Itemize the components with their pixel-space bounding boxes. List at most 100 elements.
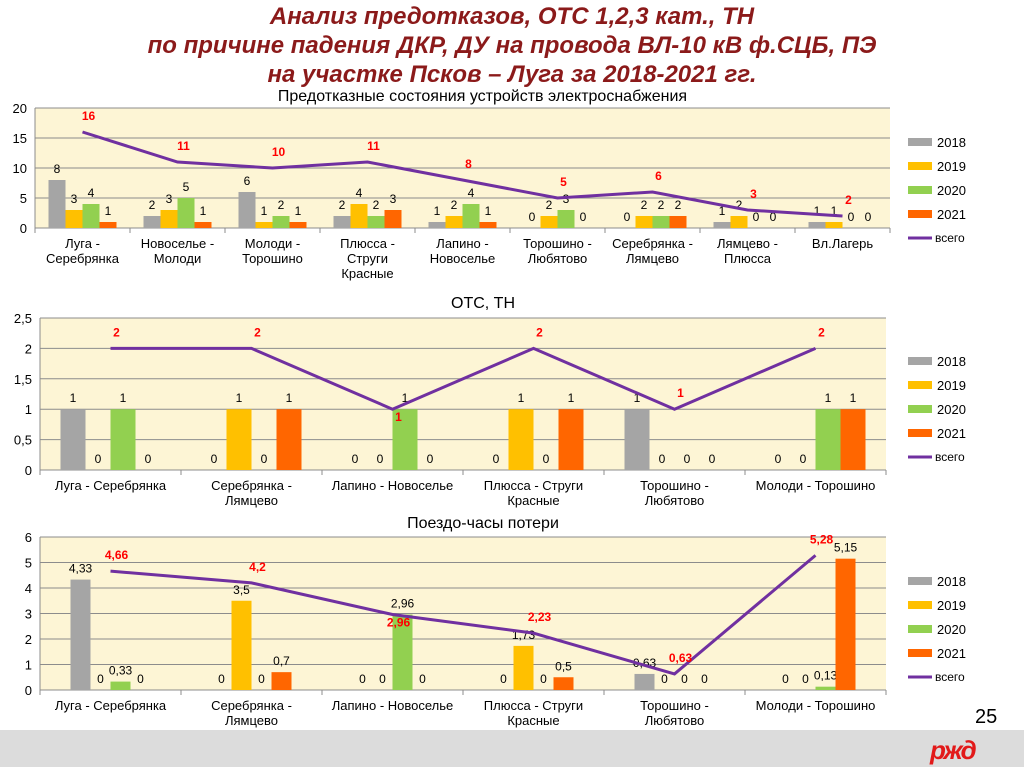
bar-2020 xyxy=(815,409,841,470)
total-value-label: 2,23 xyxy=(528,610,552,624)
bar-2021 xyxy=(276,409,302,470)
bar-2018 xyxy=(713,222,731,228)
total-value-label: 1 xyxy=(677,386,684,400)
legend-swatch-2018 xyxy=(908,577,932,585)
y-tick-label: 5 xyxy=(25,556,32,571)
x-category-label: Красные xyxy=(341,266,393,281)
x-category-label: Молоди xyxy=(154,251,201,266)
y-tick-label: 1 xyxy=(25,402,32,417)
x-category-label: Торошино xyxy=(242,251,303,266)
total-line xyxy=(110,554,817,676)
bar-value-label: 2 xyxy=(546,198,553,212)
x-category-label: Луга - Серебрянка xyxy=(55,478,167,493)
x-category-label: Лямцево xyxy=(225,493,278,508)
slide-title: Анализ предотказов, ОТС 1,2,3 кат., ТН п… xyxy=(0,2,1024,89)
x-category-label: Луга - Серебрянка xyxy=(55,698,167,713)
bar-value-label: 2 xyxy=(278,198,285,212)
bar-value-label: 5 xyxy=(183,180,190,194)
y-tick-label: 10 xyxy=(13,161,27,176)
bar-value-label: 2 xyxy=(149,198,156,212)
bar-value-label: 0 xyxy=(775,452,782,466)
legend-label: 2021 xyxy=(937,426,966,441)
x-category-label: Молоди - Торошино xyxy=(756,698,876,713)
x-category-label: Красные xyxy=(507,493,559,508)
x-category-label: Любятово xyxy=(528,251,588,266)
total-value-label: 4,66 xyxy=(105,548,129,562)
bar-value-label: 1 xyxy=(850,391,857,405)
bar-value-label: 1 xyxy=(261,204,268,218)
bar-2020 xyxy=(177,198,195,228)
y-tick-label: 5 xyxy=(20,191,27,206)
bar-value-label: 0 xyxy=(218,672,225,686)
bar-value-label: 0 xyxy=(659,452,666,466)
total-value-label: 5,28 xyxy=(810,532,834,546)
y-tick-label: 0,5 xyxy=(14,433,32,448)
bar-value-label: 1 xyxy=(568,391,575,405)
total-value-label: 10 xyxy=(272,145,286,159)
bar-value-label: 0 xyxy=(624,210,631,224)
bar-value-label: 2 xyxy=(373,198,380,212)
bar-value-label: 5,15 xyxy=(834,541,858,555)
bar-2018 xyxy=(428,222,446,228)
x-category-label: Новоселье - xyxy=(141,236,214,251)
bar-2020 xyxy=(367,216,385,228)
bar-value-label: 0 xyxy=(800,452,807,466)
bar-2020 xyxy=(462,204,480,228)
legend-swatch-2020 xyxy=(908,186,932,194)
bar-value-label: 0 xyxy=(97,672,104,686)
chart-title: Поездо-часы потери xyxy=(407,515,559,532)
bar-value-label: 3 xyxy=(563,192,570,206)
legend-label: 2020 xyxy=(937,183,966,198)
total-value-label: 3 xyxy=(750,187,757,201)
x-category-label: Лапино - Новоселье xyxy=(332,698,454,713)
bar-2019 xyxy=(160,210,178,228)
legend-swatch-2021 xyxy=(908,210,932,218)
bar-2021 xyxy=(558,409,584,470)
x-category-label: Вл.Лагерь xyxy=(812,236,874,251)
bar-value-label: 2 xyxy=(658,198,665,212)
x-category-label: Серебрянка - xyxy=(211,478,292,493)
bar-2021 xyxy=(835,558,856,690)
bar-value-label: 6 xyxy=(244,174,251,188)
bar-value-label: 1 xyxy=(719,204,726,218)
bar-2021 xyxy=(479,222,497,228)
x-category-label: Торошино - xyxy=(640,698,709,713)
total-value-label: 0,63 xyxy=(669,651,693,665)
bar-value-label: 0 xyxy=(258,672,265,686)
bar-value-label: 2 xyxy=(736,198,743,212)
legend-label: 2020 xyxy=(937,622,966,637)
bar-value-label: 0 xyxy=(865,210,872,224)
bar-value-label: 0 xyxy=(95,452,102,466)
bar-value-label: 0 xyxy=(529,210,536,224)
y-tick-label: 0 xyxy=(25,463,32,478)
title-line-2: по причине падения ДКР, ДУ на провода ВЛ… xyxy=(147,32,877,59)
chart-title: Предотказные состояния устройств электро… xyxy=(278,88,687,105)
legend-label: 2021 xyxy=(937,207,966,222)
total-value-label: 2 xyxy=(845,193,852,207)
bar-value-label: 0 xyxy=(359,672,366,686)
bar-2020 xyxy=(82,204,100,228)
bar-value-label: 0 xyxy=(543,452,550,466)
bar-value-label: 2 xyxy=(675,198,682,212)
bar-value-label: 0 xyxy=(580,210,587,224)
total-line xyxy=(82,130,843,218)
total-value-label: 6 xyxy=(655,169,662,183)
bar-2019 xyxy=(540,216,558,228)
bar-2019 xyxy=(226,409,252,470)
bar-2020 xyxy=(652,216,670,228)
bar-2018 xyxy=(333,216,351,228)
bar-value-label: 3 xyxy=(390,192,397,206)
bar-value-label: 0 xyxy=(661,672,668,686)
bar-value-label: 2 xyxy=(641,198,648,212)
bar-value-label: 1 xyxy=(402,391,409,405)
title-line-3: на участке Псков – Луга за 2018-2021 гг. xyxy=(267,61,757,88)
bar-value-label: 3 xyxy=(71,192,78,206)
legend-swatch-2020 xyxy=(908,405,932,413)
bar-value-label: 2 xyxy=(339,198,346,212)
bar-2021 xyxy=(99,222,117,228)
bar-2021 xyxy=(194,222,212,228)
total-value-label: 5 xyxy=(560,175,567,189)
legend-swatch-2018 xyxy=(908,138,932,146)
x-category-label: Молоди - xyxy=(245,236,300,251)
bar-2020 xyxy=(815,686,836,690)
